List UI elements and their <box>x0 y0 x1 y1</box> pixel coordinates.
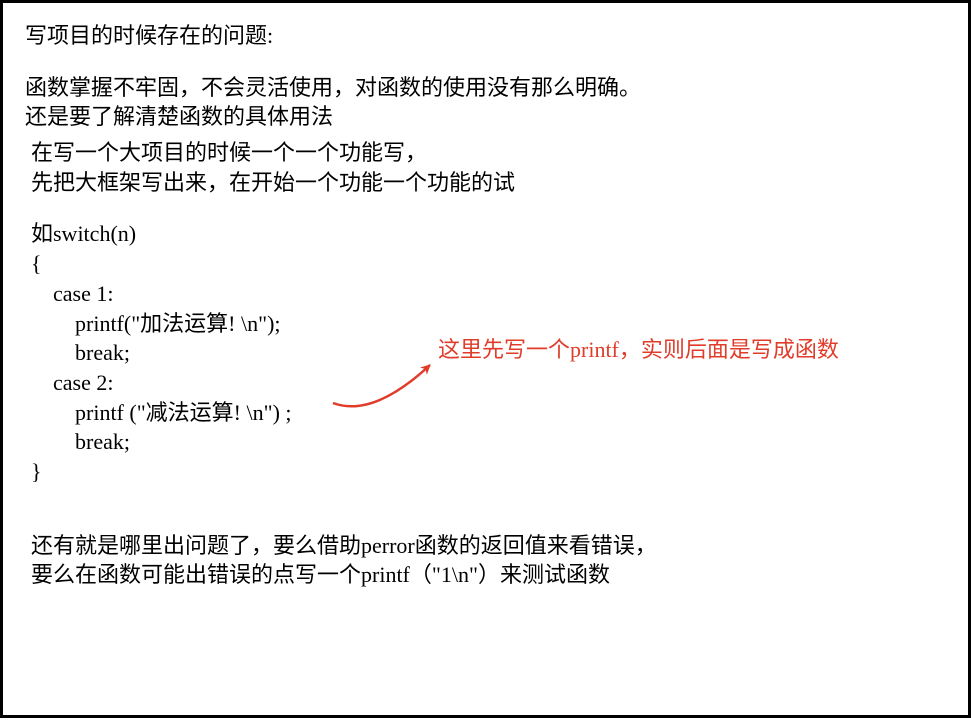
para3-line1: 还有就是哪里出问题了，要么借助perror函数的返回值来看错误， <box>25 531 946 561</box>
annotation-text: 这里先写一个printf，实则后面是写成函数 <box>438 335 839 365</box>
para2-line1: 在写一个大项目的时候一个一个功能写， <box>25 138 946 168</box>
code-line-8: break; <box>25 427 946 457</box>
code-line-6: case 2: <box>25 368 946 398</box>
code-line-2: { <box>25 249 946 279</box>
code-line-9: } <box>25 457 946 487</box>
para3-line2: 要么在函数可能出错误的点写一个printf（"1\n"）来测试函数 <box>25 560 946 590</box>
code-line-4: printf("加法运算! \n"); <box>25 309 946 339</box>
para2-line2: 先把大框架写出来，在开始一个功能一个功能的试 <box>25 168 946 198</box>
code-line-1: 如switch(n) <box>25 219 946 249</box>
heading: 写项目的时候存在的问题: <box>25 21 946 51</box>
document-page: 写项目的时候存在的问题: 函数掌握不牢固，不会灵活使用，对函数的使用没有那么明确… <box>0 0 971 718</box>
code-line-7: printf ("减法运算! \n") ; <box>25 398 946 428</box>
code-line-3: case 1: <box>25 279 946 309</box>
para1-line2: 还是要了解清楚函数的具体用法 <box>25 102 946 132</box>
para1-line1: 函数掌握不牢固，不会灵活使用，对函数的使用没有那么明确。 <box>25 73 946 103</box>
